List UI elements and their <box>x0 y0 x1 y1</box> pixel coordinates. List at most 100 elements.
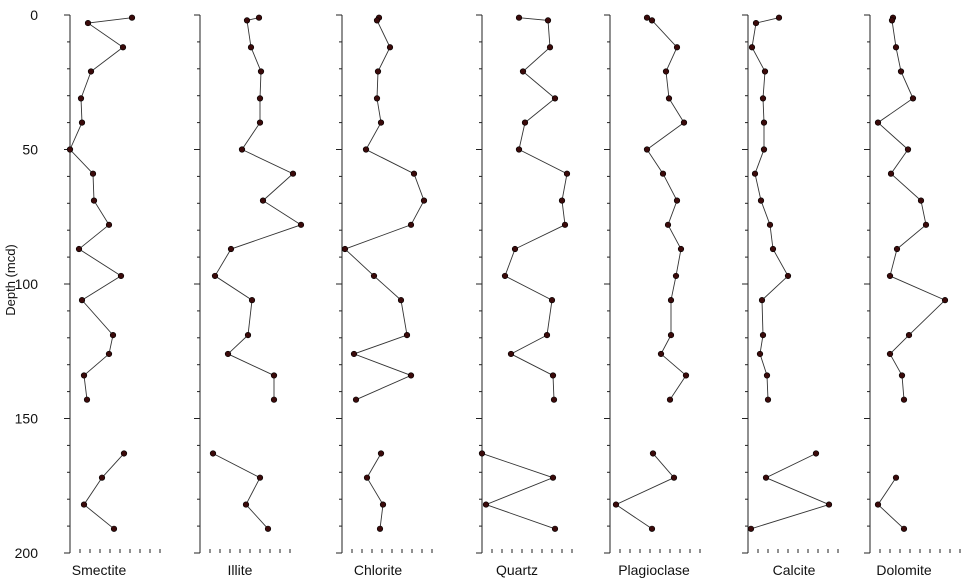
panel-quartz: Quartz <box>476 14 573 578</box>
data-point <box>297 221 305 228</box>
data-point <box>352 396 360 403</box>
data-point <box>117 272 125 280</box>
data-point <box>887 170 895 177</box>
data-point <box>886 350 894 358</box>
panel-plagioclase: Plagioclase <box>604 14 701 578</box>
data-point <box>77 95 85 102</box>
data-point <box>242 501 250 508</box>
y-tick-label: 100 <box>15 276 39 292</box>
data-point <box>657 350 665 358</box>
data-point <box>673 197 681 204</box>
data-point <box>898 372 906 379</box>
data-point <box>909 95 917 102</box>
data-point <box>209 450 217 457</box>
data-point <box>377 119 385 126</box>
data-point <box>407 221 415 228</box>
data-point <box>80 501 88 508</box>
data-point <box>247 44 255 51</box>
data-point <box>682 372 690 379</box>
data-point <box>874 119 882 126</box>
data-point <box>90 197 98 204</box>
series-line <box>366 453 384 529</box>
data-point <box>673 44 681 51</box>
y-axis-label: Depth (mcd) <box>3 244 18 316</box>
data-point <box>766 221 774 228</box>
data-point <box>410 170 418 177</box>
panel-label: Dolomite <box>876 562 931 578</box>
data-point <box>888 17 896 24</box>
data-point <box>350 350 358 358</box>
data-point <box>105 221 113 228</box>
data-point <box>110 525 118 532</box>
data-point <box>515 14 523 21</box>
data-point <box>478 450 486 457</box>
data-point <box>648 17 656 24</box>
y-tick-label: 150 <box>15 411 39 427</box>
data-point <box>105 350 113 358</box>
data-point <box>270 396 278 403</box>
data-point <box>659 170 667 177</box>
series-line <box>212 453 269 530</box>
data-point <box>662 68 670 75</box>
data-point <box>83 396 91 403</box>
data-point <box>612 501 620 508</box>
data-point <box>519 68 527 75</box>
data-point <box>420 197 428 204</box>
data-point <box>75 245 83 253</box>
y-tick-label: 50 <box>22 142 38 158</box>
data-point <box>784 272 792 280</box>
data-point <box>128 14 136 21</box>
data-point <box>905 332 913 339</box>
data-point <box>482 501 490 508</box>
data-point <box>917 197 925 204</box>
data-point <box>900 525 908 532</box>
series-line <box>877 17 946 400</box>
data-point <box>264 525 272 532</box>
panel-illite: Illite <box>194 14 305 578</box>
data-point <box>78 119 86 126</box>
data-point <box>551 95 559 102</box>
data-point <box>549 372 557 379</box>
data-point <box>812 450 820 457</box>
data-point <box>256 474 264 481</box>
data-point <box>89 170 97 177</box>
data-point <box>78 297 86 304</box>
panel-label: Smectite <box>72 562 127 578</box>
data-point <box>120 450 128 457</box>
data-point <box>649 450 657 457</box>
data-point <box>752 19 760 27</box>
series-line <box>615 453 675 530</box>
data-point <box>256 95 264 102</box>
data-point <box>757 197 765 204</box>
panel-label: Illite <box>228 562 253 578</box>
data-point <box>769 245 777 253</box>
data-point <box>549 474 557 481</box>
data-point <box>897 68 905 75</box>
data-point <box>643 146 651 153</box>
panel-dolomite: Dolomite <box>864 14 961 578</box>
data-point <box>407 372 415 379</box>
data-point <box>874 501 882 508</box>
data-point <box>558 197 566 204</box>
y-tick-label: 0 <box>30 7 38 23</box>
data-point <box>563 170 571 177</box>
data-point <box>248 297 256 304</box>
series-line <box>344 17 425 401</box>
data-point <box>363 474 371 481</box>
series-line <box>750 453 831 530</box>
data-point <box>672 272 680 280</box>
data-point <box>764 396 772 403</box>
series-line <box>214 17 303 400</box>
series-line <box>69 17 133 400</box>
panel-label: Plagioclase <box>618 562 690 578</box>
series-line <box>504 17 568 400</box>
data-point <box>270 372 278 379</box>
data-point <box>825 501 833 508</box>
panel-label: Chlorite <box>354 562 402 578</box>
data-point <box>87 68 95 75</box>
panel-smectite: Smectite <box>64 14 161 578</box>
data-point <box>109 332 117 339</box>
data-point <box>544 17 552 24</box>
data-point <box>255 14 263 21</box>
